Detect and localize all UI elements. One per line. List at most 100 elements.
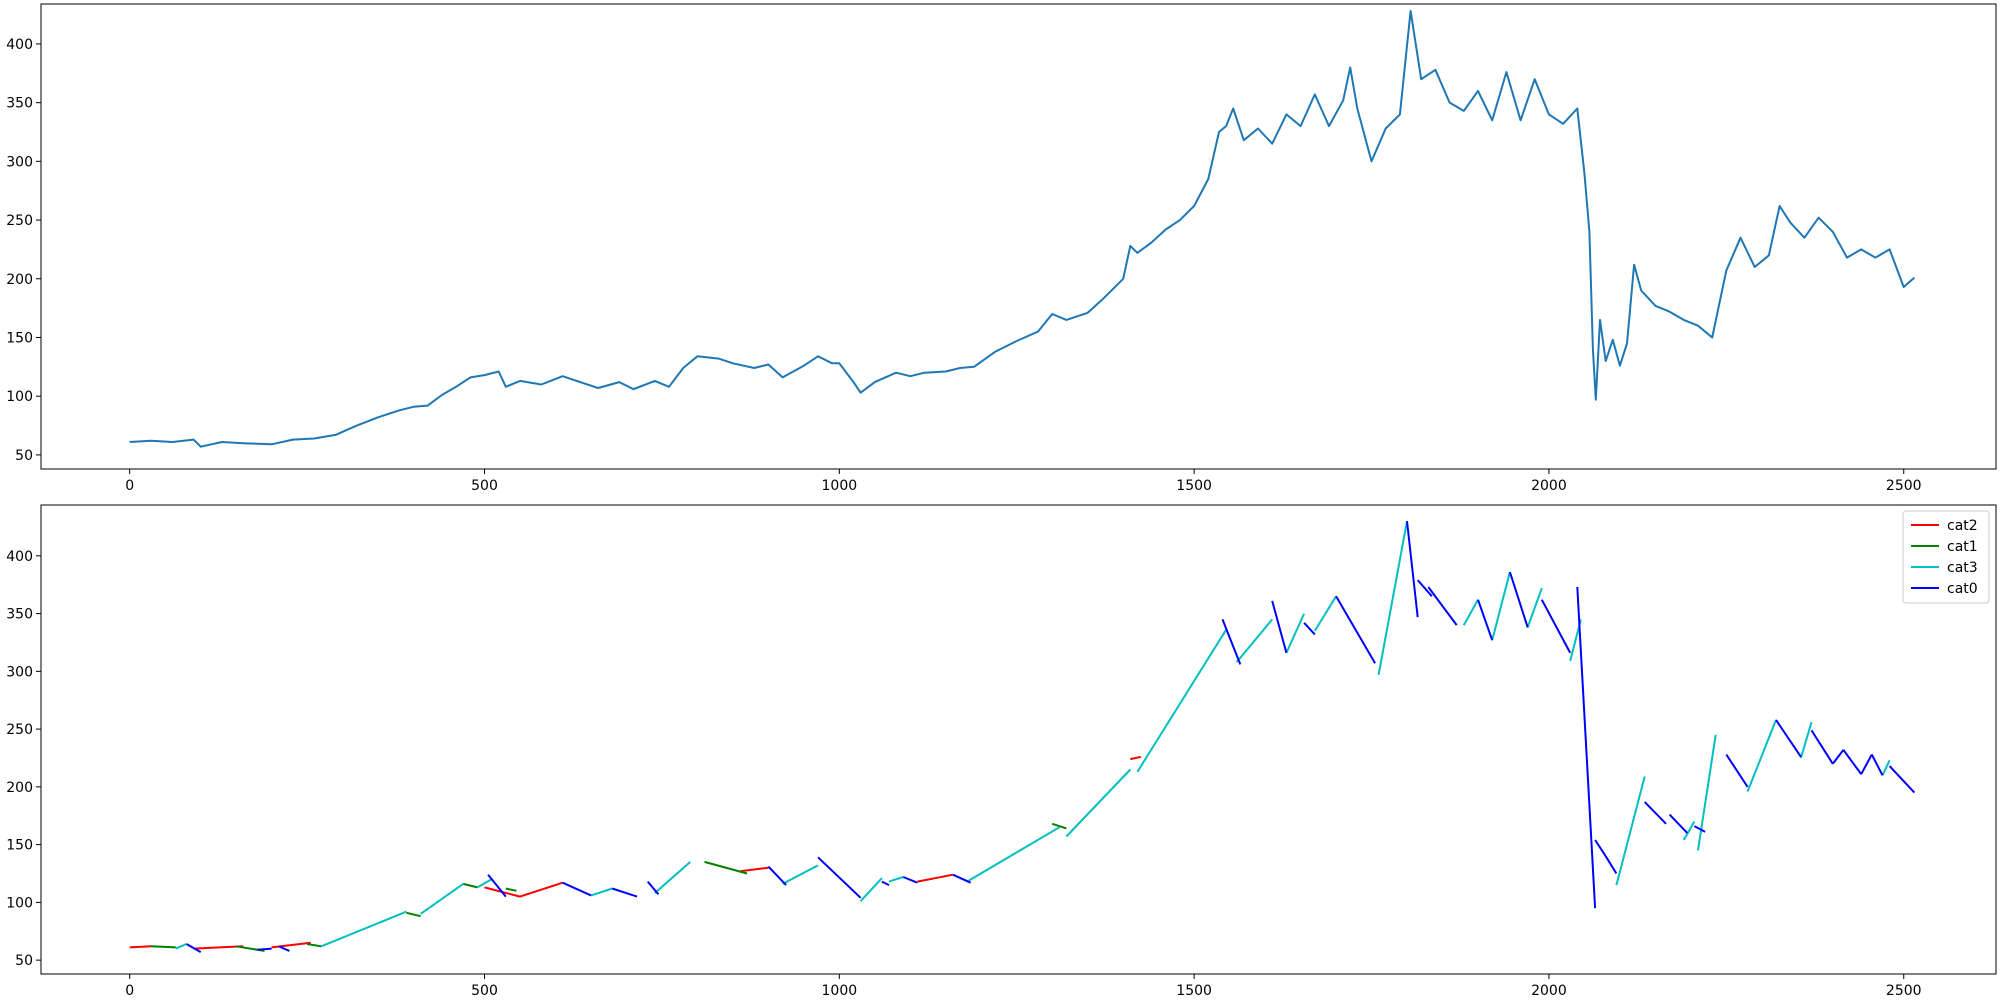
cat1-segment-6 (704, 860, 748, 875)
legend-label-cat2: cat2 (1947, 518, 1978, 534)
cat1-segment-0 (150, 945, 176, 949)
y-tick-label: 300 (6, 664, 33, 680)
x-tick-label: 2500 (1886, 983, 1922, 999)
cat0-segment-29 (1775, 719, 1802, 758)
y-tick-label: 350 (6, 96, 33, 112)
y-tick-label: 400 (6, 37, 33, 53)
cat0-segment-11 (952, 873, 972, 884)
cat0-segment-17 (1416, 579, 1433, 597)
y-tick-label: 150 (6, 330, 33, 346)
cat0-segment-16 (1406, 521, 1419, 618)
cat3-segment-22 (1697, 734, 1717, 851)
cat0-segment-14 (1303, 622, 1316, 636)
legend-label-cat1: cat1 (1947, 539, 1978, 555)
cat3-segment-11 (1136, 629, 1227, 773)
cat0-segment-24 (1604, 855, 1618, 875)
cat0-segment-31 (1832, 749, 1845, 765)
y-tick-label: 100 (6, 895, 33, 911)
x-tick-label: 1500 (1176, 983, 1212, 999)
cat0-segment-1 (257, 947, 272, 951)
cat0-segment-35 (1888, 765, 1916, 794)
y-tick-label: 250 (6, 722, 33, 738)
cat0-segment-21 (1540, 599, 1572, 654)
bottom-category-chart: 0 500 1000 1500 2000 2500 50 100 150 200 250 300 350… (6, 504, 1997, 999)
series-cat2 (129, 755, 1142, 950)
axes-frame (40, 504, 1997, 975)
cat3-segment-12 (1235, 618, 1273, 663)
x-tick-label: 1000 (822, 478, 858, 494)
cat3-segment-23 (1746, 719, 1777, 792)
y-tick-label: 150 (6, 838, 33, 854)
cat3-segment-17 (1491, 571, 1511, 641)
cat3-segment-9 (966, 826, 1060, 883)
axes-frame (40, 3, 1997, 470)
cat0-segment-18 (1427, 586, 1458, 626)
x-tick-label: 0 (125, 478, 134, 494)
cat0-segment-22 (1576, 586, 1597, 909)
cat3-segment-13 (1285, 613, 1306, 654)
cat3-segment-21 (1682, 821, 1696, 841)
x-tick-label: 1000 (822, 983, 858, 999)
cat3-segment-0 (175, 943, 187, 950)
cat0-segment-9 (881, 880, 890, 886)
cat0-segment-30 (1810, 729, 1834, 765)
series-cat1 (150, 822, 1067, 952)
cat3-segment-7 (859, 877, 883, 902)
legend-label-cat0: cat0 (1947, 581, 1978, 597)
series-cat3 (175, 521, 1891, 950)
cat0-segment-12 (1221, 619, 1242, 665)
cat0-segment-15 (1335, 595, 1376, 664)
y-tick-label: 200 (6, 272, 33, 288)
cat0-segment-33 (1860, 754, 1873, 775)
cat3-segment-3 (476, 878, 493, 889)
cat3-segment-24 (1799, 721, 1813, 759)
cat0-segment-20 (1508, 571, 1529, 628)
cat2-segment-1 (193, 945, 244, 950)
cat2-segment-5 (917, 873, 954, 883)
x-tick-label: 2000 (1531, 983, 1567, 999)
y-tick-label: 400 (6, 549, 33, 565)
x-tick-label: 1500 (1176, 478, 1212, 494)
series-cat0 (186, 521, 1916, 953)
legend: cat2 cat1 cat3 cat0 (1902, 510, 1990, 604)
cat0-segment-27 (1693, 825, 1706, 833)
cat0-segment-0 (186, 943, 202, 953)
top-line-chart: 0 500 1000 1500 2000 2500 50 100 150 200 250 300 350… (6, 3, 1997, 494)
x-tick-label: 500 (471, 983, 498, 999)
cat2-segment-3 (484, 881, 563, 898)
series-line-0 (129, 10, 1916, 448)
x-tick-label: 0 (125, 983, 134, 999)
y-tick-label: 50 (15, 953, 33, 969)
cat0-segment-25 (1643, 801, 1667, 825)
y-tick-label: 250 (6, 213, 33, 229)
cat2-segment-6 (1130, 755, 1142, 761)
cat3-segment-10 (1065, 768, 1132, 838)
legend-label-cat3: cat3 (1947, 560, 1978, 576)
cat3-segment-18 (1526, 587, 1543, 628)
cat0-segment-7 (767, 865, 787, 886)
cat3-segment-6 (782, 864, 819, 885)
cat0-segment-28 (1725, 753, 1749, 788)
cat1-segment-5 (505, 887, 517, 892)
cat1-segment-7 (1051, 822, 1067, 830)
cat0-segment-5 (611, 887, 638, 898)
cat1-segment-3 (406, 911, 421, 918)
cat0-segment-10 (902, 876, 918, 884)
y-tick-label: 50 (15, 448, 33, 464)
cat3-segment-15 (1377, 521, 1408, 675)
cat3-segment-16 (1462, 599, 1479, 626)
cat0-segment-8 (817, 856, 862, 899)
legend-frame (1902, 510, 1990, 604)
cat3-segment-4 (590, 887, 613, 897)
cat3-segment-25 (1881, 759, 1891, 776)
cat0-segment-23 (1594, 839, 1607, 857)
cat3-segment-1 (320, 910, 407, 948)
cat0-segment-2 (278, 945, 290, 952)
y-tick-label: 200 (6, 780, 33, 796)
cat3-segment-14 (1313, 595, 1337, 632)
cat0-segment-13 (1271, 600, 1288, 654)
cat0-segment-32 (1842, 749, 1863, 775)
cat3-segment-5 (654, 861, 691, 894)
